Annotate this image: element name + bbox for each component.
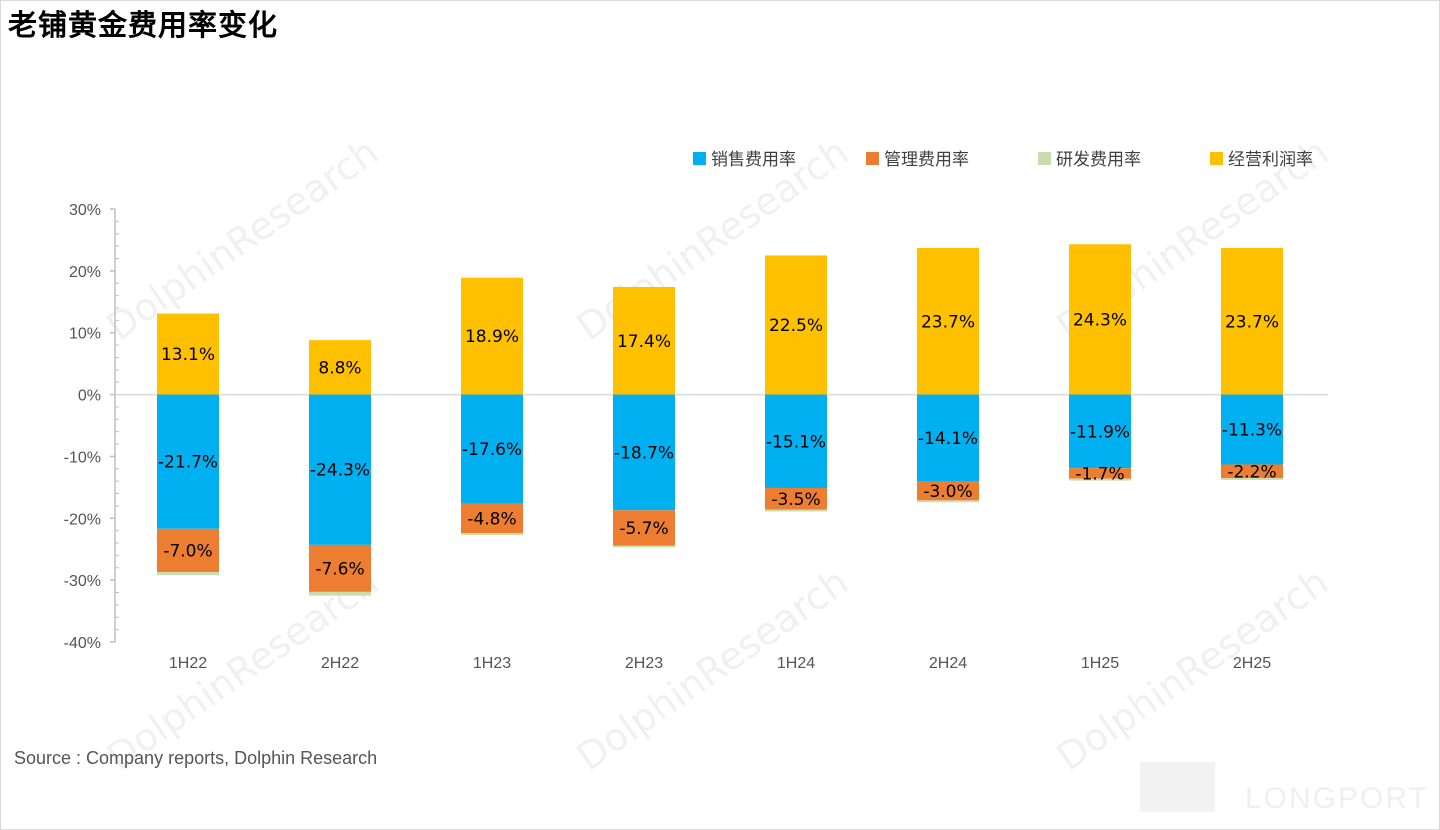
y-tick-label: -30%	[64, 573, 101, 590]
bar-admin	[917, 481, 979, 501]
bar-sales	[1069, 394, 1131, 469]
bar-rnd	[461, 533, 523, 535]
data-label-sales: -15.1%	[766, 432, 826, 452]
logo-mark	[1140, 762, 1215, 812]
data-label-op_margin: 8.8%	[318, 358, 361, 378]
legend-swatch-admin	[866, 152, 879, 165]
y-tick-label: 10%	[69, 326, 101, 343]
data-label-op_margin: 23.7%	[921, 312, 975, 332]
data-label-sales: -11.9%	[1070, 422, 1130, 442]
bar-op_margin	[917, 247, 979, 395]
data-label-sales: -24.3%	[310, 461, 370, 481]
bar-sales	[1221, 394, 1283, 465]
legend-swatch-rnd	[1038, 152, 1051, 165]
x-tick-label: 2H24	[929, 655, 967, 672]
x-tick-label: 1H22	[169, 655, 207, 672]
data-label-admin: -2.2%	[1227, 462, 1276, 482]
legend-swatch-op_margin	[1210, 152, 1223, 165]
legend-label-op_margin: 经营利润率	[1228, 150, 1313, 170]
data-label-sales: -11.3%	[1222, 421, 1282, 441]
bars	[157, 244, 1283, 596]
bar-rnd	[613, 545, 675, 548]
data-label-sales: -17.6%	[462, 440, 522, 460]
legend-label-sales: 销售费用率	[711, 150, 796, 170]
bar-admin	[461, 503, 523, 534]
data-label-admin: -1.7%	[1075, 464, 1124, 484]
bar-sales	[765, 394, 827, 488]
x-axis-labels: 1H22 2H22 1H23 2H23 1H24 2H24 1H25 2H25	[169, 655, 1271, 672]
data-label-admin: -7.6%	[315, 559, 364, 579]
data-label-sales: -18.7%	[614, 443, 674, 463]
legend: 销售费用率 管理费用率 研发费用率 经营利润率	[693, 150, 1313, 170]
data-label-sales: -21.7%	[158, 453, 218, 473]
data-label-op_margin: 18.9%	[465, 327, 519, 347]
bar-admin	[613, 510, 675, 546]
bar-sales	[309, 394, 371, 545]
source-note: Source : Company reports, Dolphin Resear…	[14, 748, 378, 768]
data-label-admin: -7.0%	[163, 541, 212, 561]
data-label-op_margin: 13.1%	[161, 345, 215, 365]
x-tick-label: 1H25	[1081, 655, 1119, 672]
x-tick-label: 1H23	[473, 655, 511, 672]
y-tick-label: 0%	[78, 388, 101, 405]
x-tick-label: 2H23	[625, 655, 663, 672]
bar-op_margin	[461, 277, 523, 395]
bar-op_margin	[765, 255, 827, 395]
data-label-admin: -3.5%	[771, 490, 820, 510]
bar-rnd	[765, 509, 827, 512]
bar-op_margin	[613, 286, 675, 395]
data-label-admin: -3.0%	[923, 482, 972, 502]
y-tick-label: -20%	[64, 511, 101, 528]
bar-rnd	[1069, 478, 1131, 481]
watermark-text: DolphinResearch	[99, 129, 387, 349]
legend-swatch-sales	[693, 152, 706, 165]
x-tick-label: 2H22	[321, 655, 359, 672]
data-label-op_margin: 23.7%	[1225, 312, 1279, 332]
bar-sales	[157, 394, 219, 529]
data-labels: 13.1% -21.7% -7.0% 8.8% -24.3% -7.6% 18.9% -17.…	[158, 310, 1282, 579]
y-tick-label: 30%	[69, 202, 101, 219]
y-axis: 30% 20% 10% 0% -10% -20% -30% -40%	[64, 202, 1328, 652]
bar-rnd	[1221, 478, 1283, 480]
bar-admin	[157, 528, 219, 573]
bar-op_margin	[1069, 244, 1131, 395]
y-tick-label: 20%	[69, 264, 101, 281]
bar-op_margin	[157, 313, 219, 395]
data-label-admin: -5.7%	[619, 519, 668, 539]
data-label-admin: -4.8%	[467, 509, 516, 529]
y-tick-label: -40%	[64, 635, 101, 652]
x-tick-label: 2H25	[1233, 655, 1271, 672]
legend-label-rnd: 研发费用率	[1056, 150, 1141, 170]
bar-admin	[765, 487, 827, 510]
bar-rnd	[309, 591, 371, 596]
bar-admin	[1069, 468, 1131, 479]
logo-text: LONGPORT	[1245, 782, 1429, 815]
data-label-op_margin: 17.4%	[617, 332, 671, 352]
bar-sales	[613, 394, 675, 511]
data-label-op_margin: 24.3%	[1073, 310, 1127, 330]
legend-label-admin: 管理费用率	[884, 150, 969, 170]
x-tick-label: 1H24	[777, 655, 815, 672]
bar-op_margin	[309, 340, 371, 395]
bar-admin	[1221, 464, 1283, 479]
bar-admin	[309, 544, 371, 592]
bar-rnd	[157, 572, 219, 576]
y-tick-label: -10%	[64, 449, 101, 466]
bar-op_margin	[1221, 247, 1283, 395]
data-label-sales: -14.1%	[918, 429, 978, 449]
bar-sales	[461, 394, 523, 504]
bar-sales	[917, 394, 979, 482]
data-label-op_margin: 22.5%	[769, 316, 823, 336]
chart-title: 老铺黄金费用率变化	[8, 8, 279, 42]
bar-rnd	[917, 500, 979, 503]
